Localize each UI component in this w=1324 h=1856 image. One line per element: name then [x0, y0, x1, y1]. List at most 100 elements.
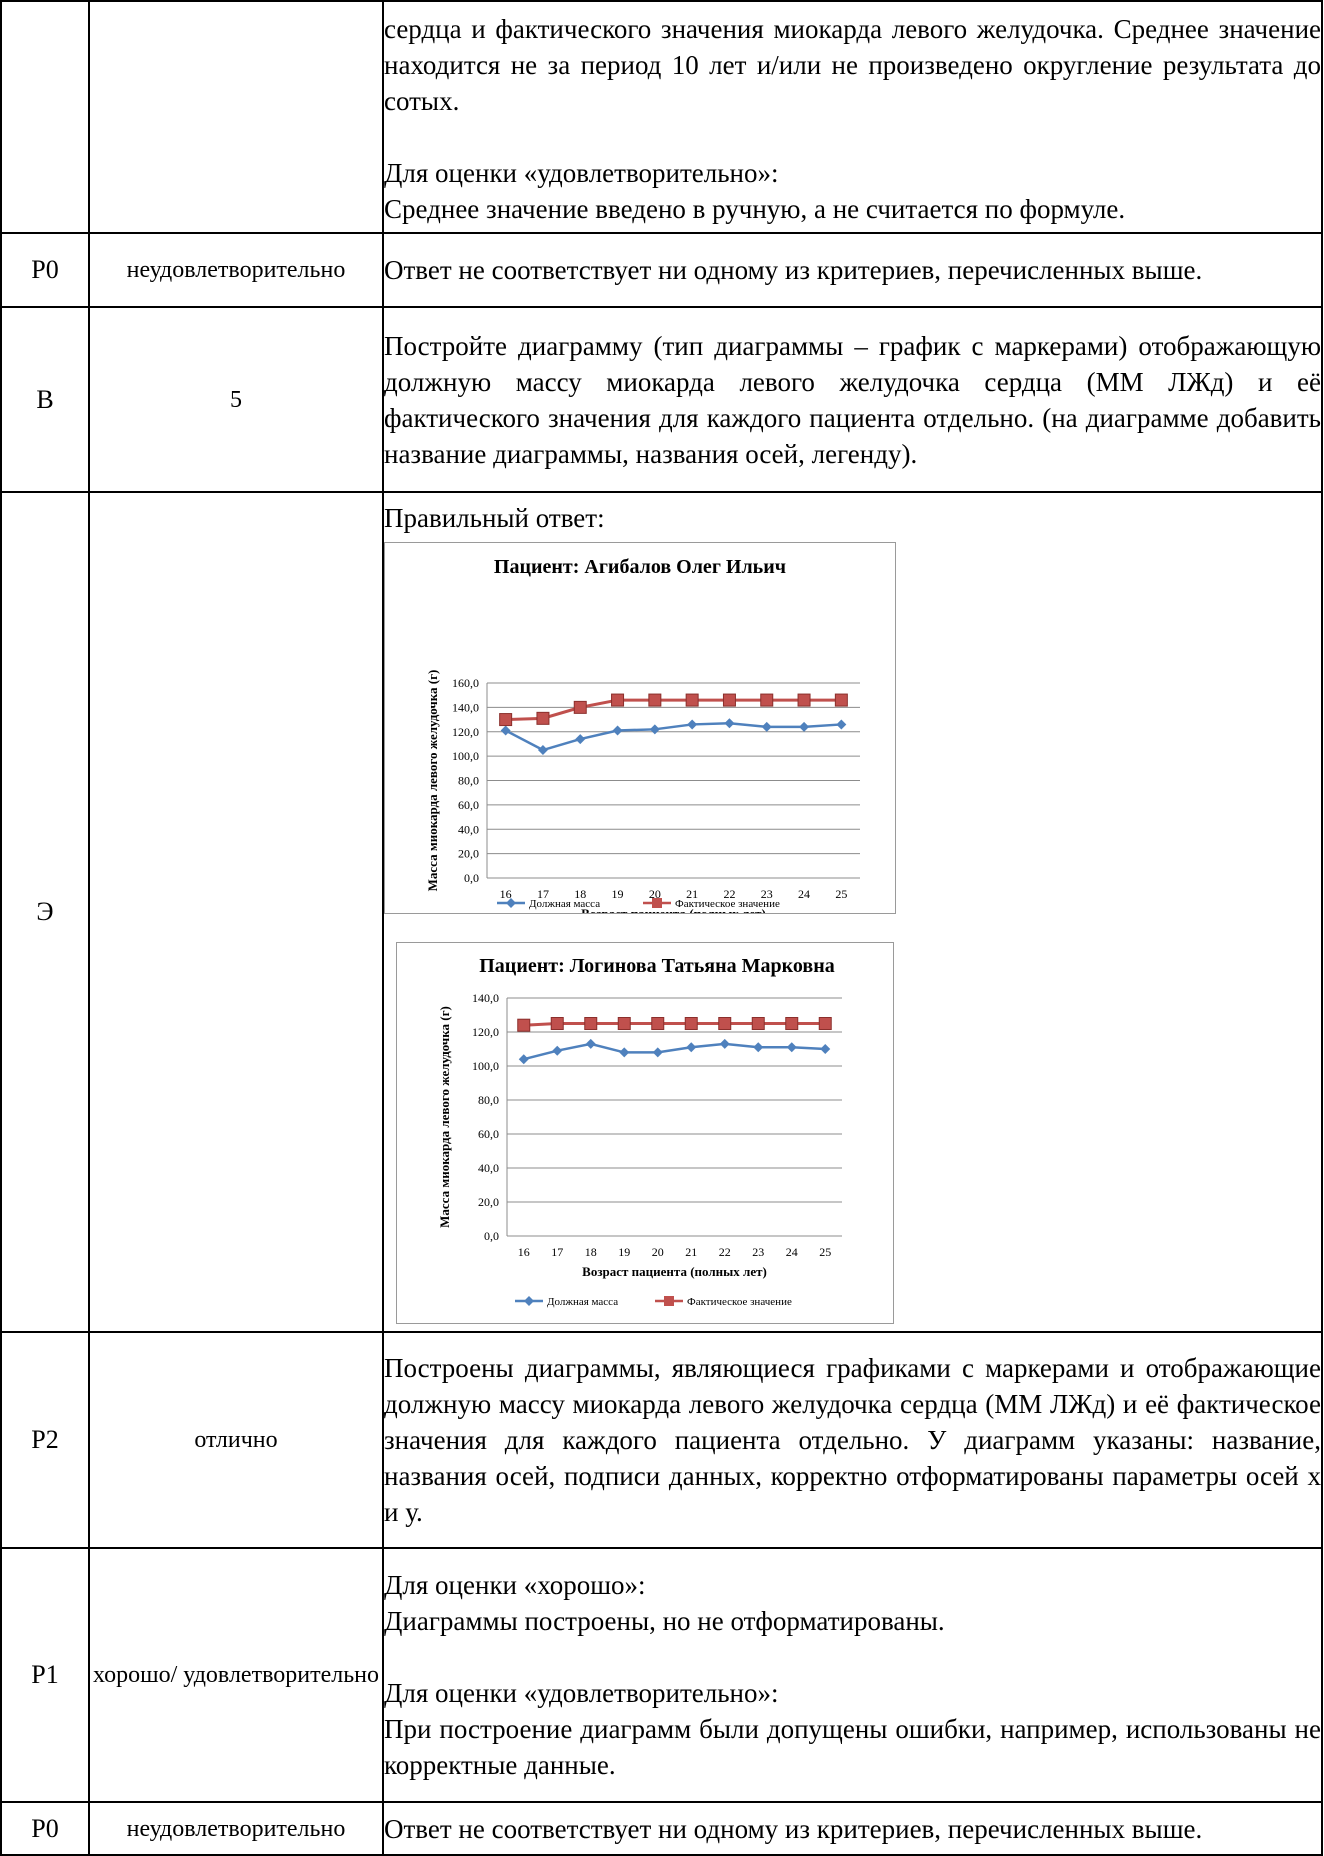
legend-marker: [524, 1296, 534, 1306]
row-text: Построены диаграммы, являющиеся графикам…: [382, 1331, 1323, 1549]
row-code: P1: [0, 1547, 90, 1803]
x-tick-label: 16: [518, 1245, 530, 1259]
paragraph: Построены диаграммы, являющиеся графикам…: [384, 1353, 1321, 1527]
row-code: P0: [0, 232, 90, 308]
y-tick-label: 120,0: [452, 725, 479, 739]
row-text: сердца и фактического значения миокарда …: [382, 0, 1323, 234]
data-point: [500, 725, 511, 736]
x-tick-label: 20: [652, 1245, 664, 1259]
data-point: [818, 1017, 832, 1030]
chart-agibalov: Пациент: Агибалов Олег Ильич 0,0 20,0 40,0 6…: [384, 542, 896, 914]
data-point: [684, 1017, 698, 1030]
row-text: Ответ не соответствует ни одному из крит…: [382, 1801, 1323, 1856]
paragraph: Для оценки «удовлетворительно»:: [384, 1678, 779, 1708]
x-tick-label: 18: [574, 887, 586, 901]
data-point: [517, 1018, 531, 1032]
table-row: Э Правильный ответ: Пациент: Агибалов Ол…: [0, 491, 1323, 1333]
data-point: [785, 1017, 799, 1030]
data-point: [687, 719, 698, 730]
paragraph: сердца и фактического значения миокарда …: [384, 14, 1321, 116]
row-text: Для оценки «хорошо»: Диаграммы построены…: [382, 1547, 1323, 1803]
x-tick-label: 19: [612, 887, 624, 901]
data-point: [651, 1017, 665, 1030]
paragraph: Ответ не соответствует ни одному из крит…: [384, 254, 1203, 285]
data-point: [719, 1038, 730, 1049]
y-tick-label: 140,0: [472, 991, 499, 1005]
y-tick-label: 140,0: [452, 700, 479, 714]
y-tick-label: 40,0: [458, 822, 479, 836]
table-row: P0 неудовлетворительно Ответ не соответс…: [0, 232, 1323, 308]
chart-svg: Пациент: Агибалов Олег Ильич 0,0 20,0 40,0 6…: [425, 556, 860, 913]
series-line: [523, 1022, 826, 1027]
x-tick-label: 24: [798, 887, 810, 901]
x-tick-label: 22: [719, 1245, 731, 1259]
y-axis-label: Масса миокарда левого желудочка (г): [437, 1006, 452, 1228]
series-line: [523, 1042, 826, 1061]
data-point: [536, 711, 550, 725]
data-point: [552, 1045, 563, 1056]
y-tick-label: 20,0: [478, 1195, 499, 1209]
chart-title: Пациент: Агибалов Олег Ильич: [494, 556, 786, 578]
paragraph: Ответ не соответствует ни одному из крит…: [384, 1813, 1203, 1844]
row-grade: хорошо/ удовлетворительно: [88, 1547, 384, 1803]
data-point: [652, 1047, 663, 1058]
data-point: [834, 693, 848, 707]
row-code: Э: [0, 491, 90, 1333]
y-tick-label: 160,0: [452, 676, 479, 690]
row-grade: отлично: [88, 1331, 384, 1549]
data-point: [753, 1042, 764, 1053]
legend-entry: Должная масса: [547, 1296, 618, 1308]
table-row: В 5 Постройте диаграмму (тип диаграммы –…: [0, 306, 1323, 493]
data-point: [724, 718, 735, 729]
y-tick-label: 0,0: [484, 1229, 499, 1243]
paragraph: При построение диаграмм были допущены ош…: [384, 1714, 1321, 1780]
y-tick-label: 80,0: [478, 1093, 499, 1107]
legend-marker: [664, 1296, 674, 1306]
blank-line: [384, 119, 1321, 155]
paragraph: Правильный ответ:: [384, 503, 605, 533]
x-tick-label: 16: [500, 887, 512, 901]
row-code: P2: [0, 1331, 90, 1549]
data-point: [575, 734, 586, 745]
x-tick-label: 23: [761, 887, 773, 901]
data-point: [617, 1017, 631, 1030]
row-grade: неудовлетворительно: [88, 232, 384, 308]
data-point: [550, 1017, 564, 1030]
x-tick-label: 23: [752, 1245, 764, 1259]
x-axis-label: Возраст пациента (полных лет): [582, 1264, 767, 1279]
data-point: [649, 724, 660, 735]
y-tick-label: 0,0: [464, 871, 479, 885]
row-grade: [88, 0, 384, 234]
x-tick-label: 20: [649, 887, 661, 901]
x-tick-label: 22: [723, 887, 735, 901]
paragraph: Для оценки «удовлетворительно»:: [384, 158, 779, 188]
y-tick-label: 120,0: [472, 1025, 499, 1039]
x-tick-label: 17: [537, 887, 549, 901]
table-row: P2 отлично Построены диаграммы, являющие…: [0, 1331, 1323, 1549]
data-point: [760, 693, 774, 707]
legend-entry: Фактическое значение: [675, 898, 780, 910]
data-point: [761, 721, 772, 732]
data-point: [686, 1042, 697, 1053]
x-axis-label: Возраст пациента (полных лет): [581, 906, 766, 913]
x-tick-label: 18: [585, 1245, 597, 1259]
row-grade: [88, 491, 384, 1333]
data-point: [612, 725, 623, 736]
data-point: [648, 693, 662, 707]
y-tick-label: 80,0: [458, 774, 479, 788]
data-point: [584, 1017, 598, 1030]
series-line: [505, 698, 842, 722]
x-tick-label: 19: [618, 1245, 630, 1259]
table-row: P0 неудовлетворительно Ответ не соответс…: [0, 1801, 1323, 1856]
x-tick-label: 21: [685, 1245, 697, 1259]
x-tick-label: 25: [819, 1245, 831, 1259]
data-point: [751, 1017, 765, 1030]
data-point: [786, 1042, 797, 1053]
chart-title: Пациент: Логинова Татьяна Марковна: [479, 955, 834, 977]
data-point: [685, 693, 699, 707]
y-tick-label: 60,0: [458, 798, 479, 812]
data-point: [797, 693, 811, 707]
x-tick-label: 24: [786, 1245, 798, 1259]
chart-svg: Пациент: Логинова Татьяна Марковна 0,0 20,…: [437, 955, 842, 1308]
row-code: В: [0, 306, 90, 493]
